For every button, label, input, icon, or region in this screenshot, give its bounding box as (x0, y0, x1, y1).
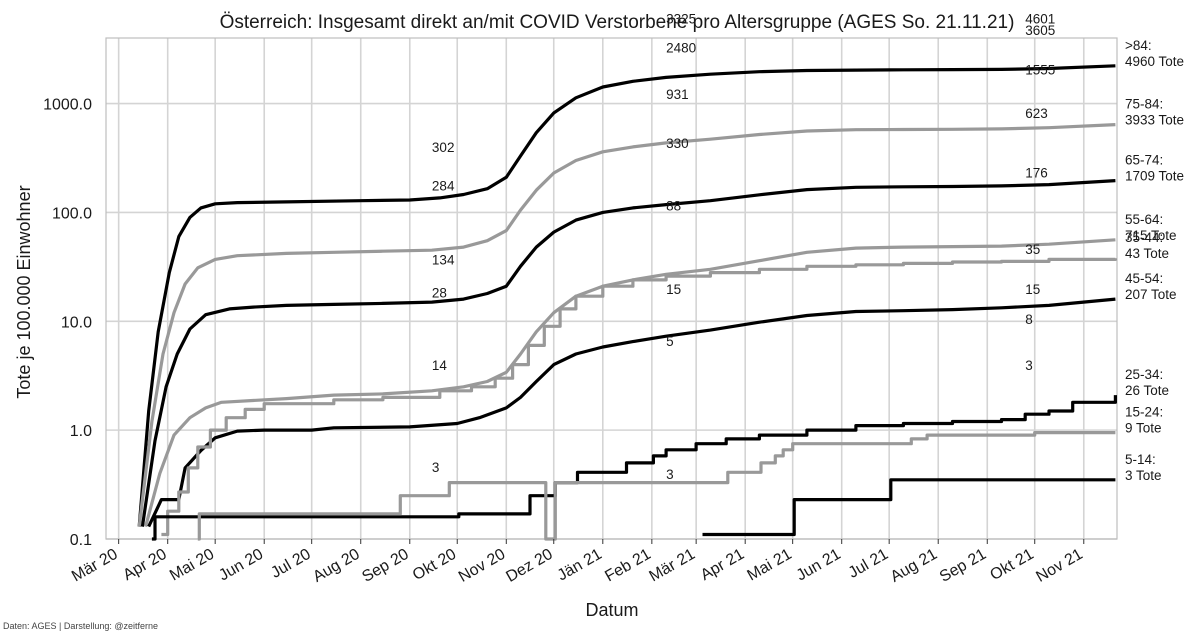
series-end-label: 55-64: 715 Tote (1125, 212, 1177, 243)
series-annotation: 5 (666, 334, 674, 349)
series-end-label-line: 5-14: (1125, 452, 1156, 467)
series-annotation: 8 (1025, 312, 1033, 327)
series-layer (137, 64, 1117, 541)
series-annotation: 28 (432, 285, 447, 300)
series-end-label-line: 1709 Tote (1125, 169, 1184, 184)
y-tick-label: 1.0 (70, 423, 92, 440)
series-annotation: 15 (1025, 282, 1040, 297)
series-annotation: 15 (666, 282, 681, 297)
series-line-8 (702, 478, 1116, 537)
y-tick-label: 0.1 (70, 532, 92, 549)
series-end-label-line: 715 Tote (1125, 228, 1177, 243)
series-line-7 (197, 431, 1116, 541)
series-annotation: 623 (1025, 106, 1048, 121)
series-annotation: 3325 (666, 11, 696, 26)
series-end-label: >84: 4960 Tote (1125, 38, 1184, 69)
series-end-label: 45-54: 207 Tote (1125, 271, 1177, 302)
series-end-label-line: 75-84: (1125, 97, 1163, 112)
series-end-label-line: 3 Tote (1125, 468, 1162, 483)
series-end-label-line: 43 Tote (1125, 246, 1169, 261)
y-axis-label: Tote je 100.000 Einwohner (14, 185, 34, 398)
series-line-0 (137, 64, 1116, 527)
series-end-label-line: 55-64: (1125, 212, 1163, 227)
series-annotation: 3 (666, 467, 674, 482)
series-end-label-line: 65-74: (1125, 153, 1163, 168)
series-end-label: 5-14: 3 Tote (1125, 452, 1162, 483)
series-end-label: 25-34: 26 Tote (1125, 367, 1169, 398)
end-labels: >84: 4960 Tote 75-84: 3933 Tote 65-74: 1709 T… (1125, 38, 1184, 483)
chart-title: Österreich: Insgesamt direkt an/mit COVI… (220, 12, 1015, 33)
credit: Daten: AGES | Darstellung: @zeitferne (3, 621, 158, 631)
x-axis-label: Datum (585, 600, 638, 620)
annotations: 3325 460124803605302931155528433062313488… (432, 11, 1055, 482)
series-annotation: 88 (666, 198, 681, 213)
series-end-label-line: 35-44: (1125, 230, 1163, 245)
series-end-label-line: 207 Tote (1125, 287, 1177, 302)
series-end-label: 65-74: 1709 Tote (1125, 153, 1184, 184)
series-annotation: 14 (432, 358, 448, 373)
y-tick-label: 1000.0 (43, 97, 92, 114)
series-annotation: 176 (1025, 166, 1048, 181)
series-annotation: 284 (432, 179, 455, 194)
series-annotation: 3 (432, 460, 440, 475)
series-line-6 (151, 395, 1117, 541)
series-end-label-line: 4960 Tote (1125, 54, 1184, 69)
plot-frame (105, 37, 1118, 540)
series-annotation: 2480 (666, 41, 696, 56)
series-end-label-line: 26 Tote (1125, 383, 1169, 398)
series-annotation: 931 (666, 87, 689, 102)
series-annotation: 3605 (1025, 23, 1055, 38)
series-annotation: 134 (432, 253, 455, 268)
y-tick-label: 10.0 (61, 314, 92, 331)
series-end-label-line: 9 Tote (1125, 421, 1162, 436)
series-end-label-line: >84: (1125, 38, 1152, 53)
series-end-label-line: 15-24: (1125, 405, 1163, 420)
series-line-4 (147, 297, 1116, 528)
series-annotation: 330 (666, 136, 689, 151)
series-end-label: 15-24: 9 Tote (1125, 405, 1163, 436)
series-line-5 (161, 257, 1117, 537)
series-end-label: 75-84: 3933 Tote (1125, 97, 1184, 128)
series-line-3 (144, 238, 1116, 528)
series-line-1 (137, 123, 1116, 527)
series-line-2 (140, 179, 1116, 527)
series-annotation: 302 (432, 140, 455, 155)
series-annotation: 35 (1025, 242, 1040, 257)
series-end-label-line: 3933 Tote (1125, 113, 1184, 128)
series-annotation: 3 (1025, 358, 1033, 373)
y-tick-label: 100.0 (52, 205, 92, 222)
series-end-label-line: 25-34: (1125, 367, 1163, 382)
series-annotation: 1555 (1025, 63, 1055, 78)
series-end-label: 35-44: 43 Tote (1125, 230, 1169, 261)
series-end-label-line: 45-54: (1125, 271, 1163, 286)
series-annotation: 4601 (1025, 11, 1055, 26)
